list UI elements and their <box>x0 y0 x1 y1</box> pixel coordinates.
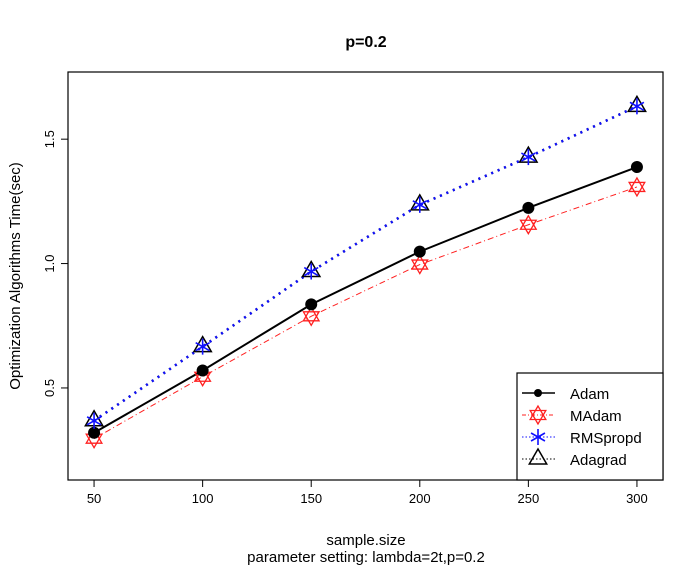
triangle-down-marker <box>302 311 321 327</box>
y-tick-label: 1.5 <box>42 130 57 148</box>
data-point-adam <box>88 426 101 439</box>
asterisk-stroke <box>530 432 546 442</box>
filled-circle-marker <box>196 364 209 377</box>
data-point-rmspropd <box>195 338 210 355</box>
legend-marker-adagrad <box>527 447 549 465</box>
x-tick-label: 150 <box>300 491 322 506</box>
triangle-down-marker <box>519 219 538 236</box>
legend-label: MAdam <box>570 408 622 425</box>
data-point-adam <box>630 161 643 174</box>
data-point-madam <box>519 214 538 236</box>
legend-label: RMSpropd <box>570 430 642 447</box>
y-tick-label: 0.5 <box>42 379 57 397</box>
triangle-up-marker <box>529 404 547 421</box>
triangle-up-marker <box>410 254 429 270</box>
data-point-rmspropd <box>521 149 536 166</box>
x-tick-label: 100 <box>192 491 214 506</box>
data-point-adam <box>413 245 426 258</box>
legend: Adam MAdam RMSpropd Adagrad <box>516 372 664 481</box>
x-tick-label: 250 <box>518 491 540 506</box>
asterisk-stroke <box>629 101 645 112</box>
triangle-down-marker <box>627 181 646 198</box>
legend-label: Adagrad <box>570 452 627 469</box>
plot-frame <box>67 71 664 481</box>
asterisk-stroke <box>86 416 102 426</box>
x-tick-label: 300 <box>626 491 648 506</box>
asterisk-stroke <box>412 200 428 210</box>
legend-marker-rmspropd <box>530 429 546 445</box>
data-point-rmspropd <box>86 412 102 429</box>
filled-circle-marker <box>413 245 426 258</box>
filled-circle-marker <box>630 161 643 174</box>
triangle-up-marker <box>627 176 646 193</box>
asterisk-stroke <box>195 341 210 352</box>
filled-circle-marker <box>305 298 318 311</box>
legend-label: Adam <box>570 386 609 403</box>
data-point-madam <box>302 306 321 327</box>
x-tick-label: 200 <box>409 491 431 506</box>
triangle-up-marker <box>302 306 321 322</box>
filled-circle-marker <box>88 426 101 439</box>
triangle-down-marker <box>529 409 547 426</box>
filled-circle-marker <box>522 201 535 214</box>
triangle-down-marker <box>410 259 429 275</box>
x-axis-label: sample.size <box>326 532 405 549</box>
triangle-up-marker <box>519 214 538 230</box>
asterisk-stroke <box>521 152 536 162</box>
chart-title: p=0.2 <box>345 34 386 51</box>
x-tick-label: 50 <box>87 491 101 506</box>
y-tick-label: 1.0 <box>42 255 57 273</box>
data-point-madam <box>627 176 646 198</box>
legend-marker-madam <box>529 404 547 426</box>
filled-circle-marker <box>534 389 542 397</box>
data-point-adam <box>305 298 318 311</box>
chart-subtitle: parameter setting: lambda=2t,p=0.2 <box>247 549 485 566</box>
legend-marker-adam <box>534 389 542 397</box>
data-point-adam <box>196 364 209 377</box>
asterisk-stroke <box>303 266 319 277</box>
y-axis-label: Optimization Algorithms Time(sec) <box>7 162 24 390</box>
series-line-madam <box>93 186 638 440</box>
data-point-adam <box>522 201 535 214</box>
open-triangle-marker <box>527 447 549 465</box>
data-point-rmspropd <box>412 196 428 213</box>
data-point-madam <box>410 254 429 275</box>
series-line-adam <box>93 166 638 434</box>
data-point-rmspropd <box>629 98 645 115</box>
data-point-rmspropd <box>303 263 319 280</box>
